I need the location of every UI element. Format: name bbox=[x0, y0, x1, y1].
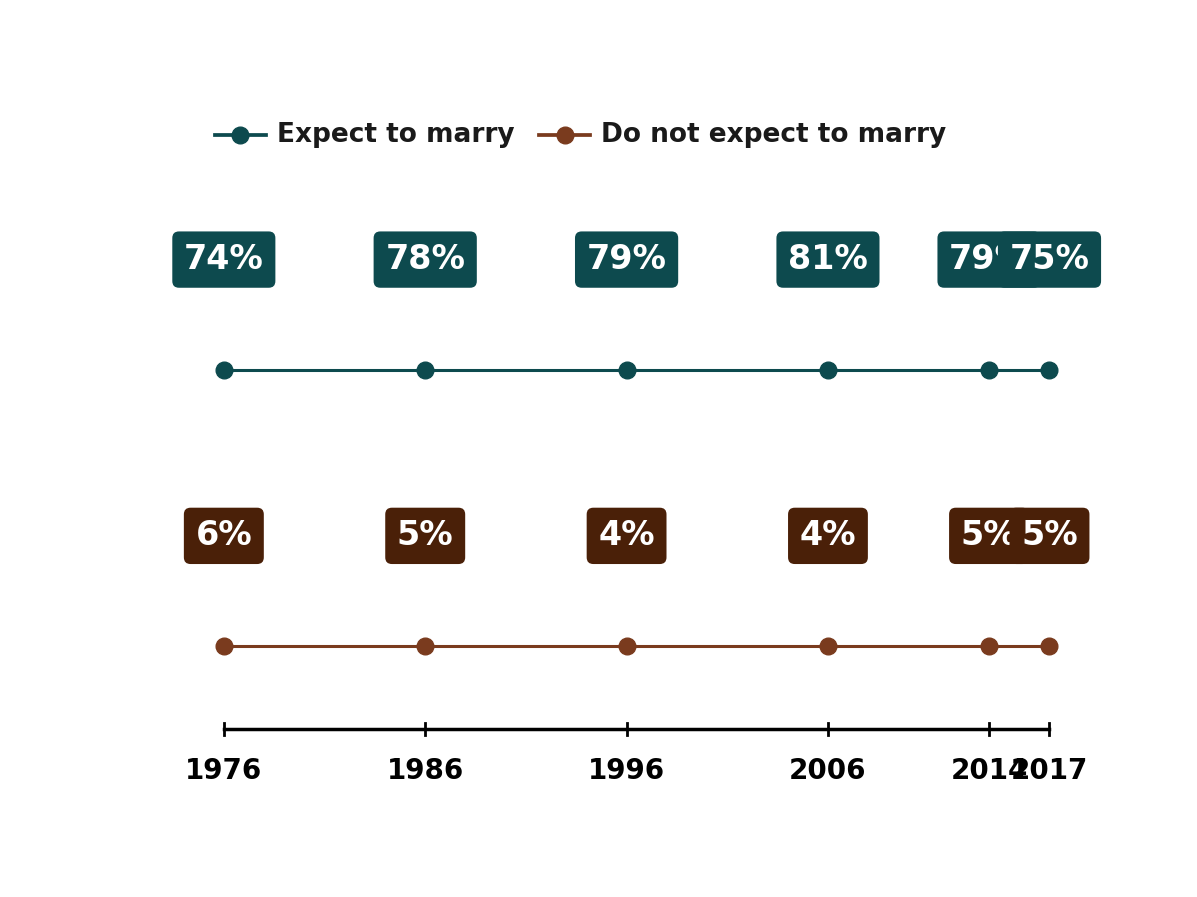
Text: 5%: 5% bbox=[961, 519, 1017, 553]
Text: 79%: 79% bbox=[587, 243, 667, 276]
Text: Do not expect to marry: Do not expect to marry bbox=[601, 122, 947, 148]
Text: 4%: 4% bbox=[800, 519, 856, 553]
Text: 5%: 5% bbox=[397, 519, 454, 553]
Text: 74%: 74% bbox=[184, 243, 263, 276]
Text: 79%: 79% bbox=[949, 243, 1029, 276]
Text: 2006: 2006 bbox=[789, 757, 867, 785]
Text: 2014: 2014 bbox=[950, 757, 1028, 785]
Text: 4%: 4% bbox=[598, 519, 655, 553]
Text: 75%: 75% bbox=[1009, 243, 1089, 276]
Text: Expect to marry: Expect to marry bbox=[277, 122, 515, 148]
Text: 81%: 81% bbox=[788, 243, 868, 276]
Text: 6%: 6% bbox=[195, 519, 253, 553]
Text: 5%: 5% bbox=[1021, 519, 1077, 553]
Text: 1976: 1976 bbox=[186, 757, 262, 785]
Text: 2017: 2017 bbox=[1010, 757, 1088, 785]
Text: 1986: 1986 bbox=[387, 757, 463, 785]
Text: 1996: 1996 bbox=[588, 757, 666, 785]
Text: 78%: 78% bbox=[385, 243, 466, 276]
